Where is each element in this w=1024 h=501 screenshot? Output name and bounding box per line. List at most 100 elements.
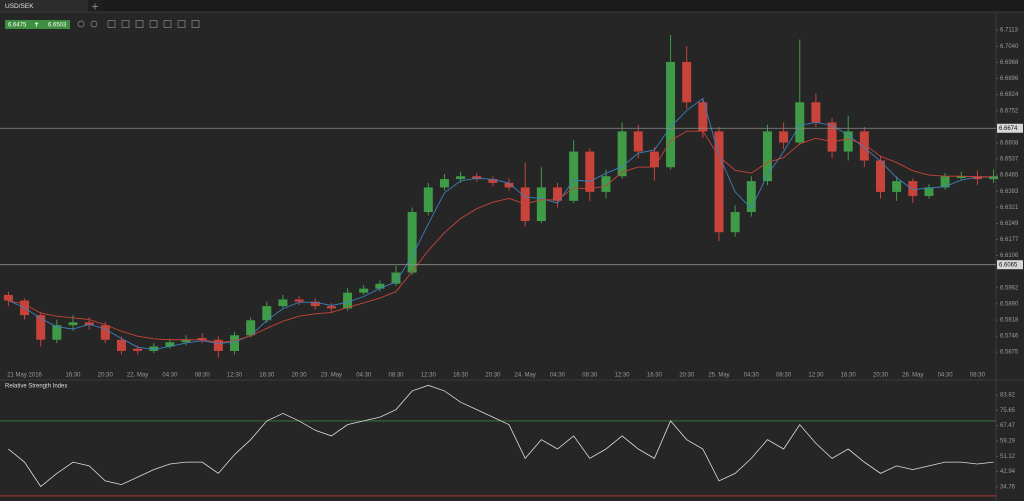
x-tick-label: 24. May (515, 373, 536, 379)
moving-average-line (8, 97, 994, 350)
x-tick-label: 21 May 2016 (7, 373, 42, 379)
x-tick-label: 08:30 (388, 373, 404, 379)
pen-button[interactable] (191, 20, 200, 28)
y-tick-label: 6.6752 (1000, 108, 1019, 114)
candle-body (956, 176, 966, 178)
candle-body (649, 151, 659, 168)
indicator-title: Relative Strength Index (5, 384, 67, 390)
indicators-button[interactable] (121, 20, 130, 28)
template-button[interactable] (149, 20, 158, 28)
candle-body (100, 325, 110, 340)
quote-badge[interactable]: 6.6475 6.6503 (5, 20, 70, 29)
ask-price: 6.6503 (48, 22, 67, 28)
y-tick-label: 6.7040 (1000, 44, 1019, 50)
candle-body (133, 348, 143, 351)
x-tick-label: 08:30 (582, 373, 598, 379)
moving-average-line (8, 130, 994, 344)
candle-body (262, 306, 272, 321)
x-tick-label: 16:30 (453, 373, 469, 379)
x-tick-label: 04:30 (938, 373, 954, 379)
candle-body (682, 61, 692, 103)
price-badge-label: 6.6674 (999, 126, 1018, 132)
x-tick-label: 26. May (902, 373, 923, 379)
y-tick-label: 6.6393 (1000, 189, 1019, 195)
x-tick-label: 08:30 (776, 373, 792, 379)
x-tick-label: 08:30 (970, 373, 986, 379)
x-tick-label: 20:30 (679, 373, 695, 379)
candle-body (230, 335, 239, 351)
symbol-tab[interactable]: USD/SEK (0, 0, 88, 12)
zoom-in-button[interactable] (77, 20, 85, 28)
candle-body (456, 176, 466, 180)
y-tick-label: 6.6608 (1000, 141, 1019, 147)
candle-body (84, 322, 94, 326)
candle-body (924, 187, 934, 196)
quote-background (5, 20, 70, 29)
candle-body (859, 131, 869, 161)
y-tick-label: 67.47 (1000, 423, 1016, 429)
candle-body (795, 102, 805, 143)
tab-symbol: USD/SEK (5, 3, 34, 10)
indicator-line (8, 384, 994, 488)
candle-body (617, 131, 627, 177)
x-tick-label: 22. May (127, 373, 148, 379)
x-tick-label: 20:30 (292, 373, 308, 379)
candle-body (908, 181, 918, 196)
y-tick-label: 83.82 (1000, 393, 1016, 399)
y-tick-label: 34.76 (1000, 485, 1016, 491)
candle-body (116, 339, 126, 351)
x-tick-label: 04:30 (162, 373, 178, 379)
x-tick-label: 16:30 (647, 373, 663, 379)
y-tick-label: 6.6824 (1000, 92, 1019, 98)
layout-button[interactable] (177, 20, 186, 28)
candle-body (407, 212, 417, 273)
y-tick-label: 75.65 (1000, 408, 1016, 414)
candle-body (246, 320, 256, 336)
candle-body (3, 294, 13, 301)
y-tick-label: 6.5675 (1000, 350, 1019, 356)
y-tick-label: 6.6177 (1000, 237, 1019, 243)
tab-bar (0, 0, 1024, 12)
candle-body (666, 61, 676, 168)
candle-body (746, 181, 756, 213)
candle-body (892, 181, 902, 192)
candle-body (423, 187, 433, 213)
add-tab[interactable] (88, 0, 102, 12)
candle-body (972, 176, 982, 180)
candle-body (504, 182, 514, 188)
settings-button[interactable] (163, 20, 172, 28)
x-tick-label: 16:30 (841, 373, 857, 379)
x-tick-label: 12:30 (227, 373, 243, 379)
candle-body (213, 339, 223, 351)
y-tick-label: 51.12 (1000, 454, 1016, 460)
x-tick-label: 16:30 (65, 373, 81, 379)
x-tick-label: 20:30 (98, 373, 114, 379)
zoom-out-button[interactable] (90, 20, 98, 28)
candle-body (149, 346, 159, 351)
candle-body (569, 151, 579, 201)
candle-body (294, 299, 304, 302)
y-tick-label: 6.5890 (1000, 301, 1019, 307)
drawing-button[interactable] (135, 20, 144, 28)
x-tick-label: 12:30 (421, 373, 437, 379)
candle-body (197, 337, 207, 340)
candle-body (472, 176, 482, 180)
candle-body (165, 342, 175, 347)
chart-type-button[interactable] (107, 20, 116, 28)
x-tick-label: 23. May (321, 373, 342, 379)
candle-body (601, 176, 611, 192)
candle-body (762, 131, 772, 182)
candle-body (811, 102, 821, 123)
y-tick-label: 6.6321 (1000, 205, 1019, 211)
y-tick-label: 6.6896 (1000, 76, 1019, 82)
x-tick-label: 04:30 (550, 373, 566, 379)
y-tick-label: 6.7113 (1000, 27, 1019, 33)
candle-body (633, 131, 643, 152)
candle-body (181, 339, 191, 343)
y-tick-label: 6.6968 (1000, 60, 1019, 66)
candle-body (843, 131, 853, 152)
bid-price: 6.6475 (8, 22, 27, 28)
candle-body (439, 179, 449, 188)
